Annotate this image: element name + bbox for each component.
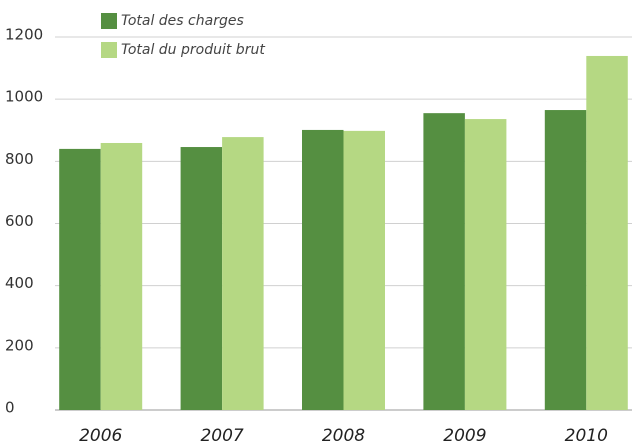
y-tick-label: 400 xyxy=(5,274,34,292)
y-tick-label: 200 xyxy=(5,336,34,354)
y-tick-label: 1000 xyxy=(5,88,43,106)
legend-swatch xyxy=(101,13,117,29)
x-tick-label: 2007 xyxy=(200,426,243,446)
bar xyxy=(180,147,223,410)
y-tick-label: 600 xyxy=(5,212,34,230)
bar xyxy=(100,142,143,410)
bar xyxy=(464,119,507,410)
bar xyxy=(423,113,465,410)
bar xyxy=(343,130,385,410)
y-tick-label: 800 xyxy=(5,150,34,168)
legend-label: Total des charges xyxy=(121,13,244,29)
bar xyxy=(586,55,628,410)
legend-label: Total du produit brut xyxy=(121,42,265,58)
legend-swatch xyxy=(101,42,117,58)
bar xyxy=(544,110,587,410)
bar xyxy=(302,129,344,411)
y-tick-label: 1200 xyxy=(5,26,43,44)
x-tick-label: 2008 xyxy=(322,426,365,446)
y-tick-label: 0 xyxy=(5,399,15,417)
x-tick-label: 2009 xyxy=(443,426,486,446)
x-tick-label: 2010 xyxy=(565,426,608,446)
bar xyxy=(222,137,264,411)
bar xyxy=(59,148,101,410)
x-tick-label: 2006 xyxy=(79,426,122,446)
